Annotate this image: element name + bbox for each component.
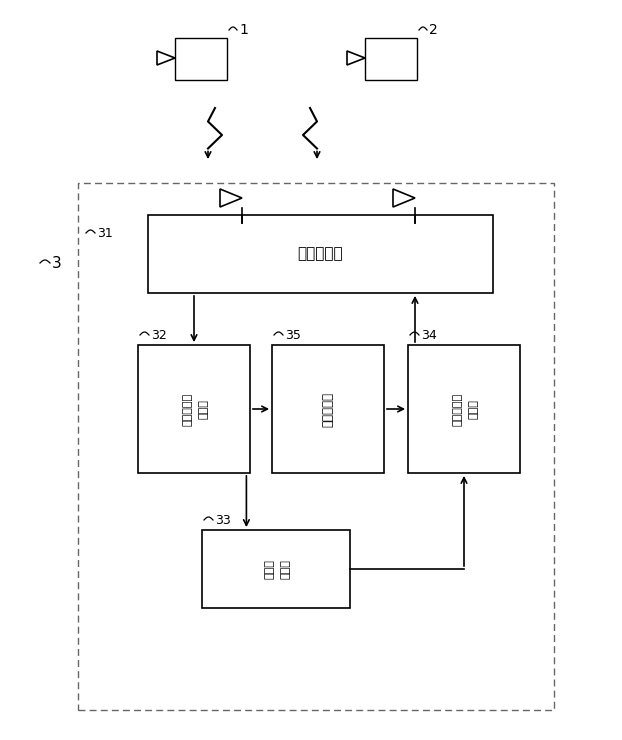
Bar xyxy=(148,215,493,293)
Text: 32: 32 xyxy=(151,329,167,341)
Text: データ: データ xyxy=(265,559,275,579)
Text: 31: 31 xyxy=(97,226,113,240)
Bar xyxy=(408,345,520,473)
Bar xyxy=(78,183,554,710)
Text: 受信データ: 受信データ xyxy=(183,392,193,426)
Bar xyxy=(365,38,417,80)
Text: 通信制御部: 通信制御部 xyxy=(322,391,335,426)
Text: 処理部: 処理部 xyxy=(469,399,479,419)
Text: 処理部: 処理部 xyxy=(199,399,209,419)
Text: 1: 1 xyxy=(239,23,248,37)
Text: 3: 3 xyxy=(52,255,62,271)
Bar xyxy=(272,345,384,473)
Text: 記憶部: 記憶部 xyxy=(281,559,291,579)
Bar xyxy=(202,530,350,608)
Text: 送信データ: 送信データ xyxy=(453,392,463,426)
Bar xyxy=(138,345,250,473)
Text: 35: 35 xyxy=(285,329,301,341)
Text: 無線制御部: 無線制御部 xyxy=(298,246,343,261)
Text: 33: 33 xyxy=(215,514,231,526)
Bar xyxy=(175,38,227,80)
Text: 34: 34 xyxy=(421,329,437,341)
Text: 2: 2 xyxy=(429,23,438,37)
